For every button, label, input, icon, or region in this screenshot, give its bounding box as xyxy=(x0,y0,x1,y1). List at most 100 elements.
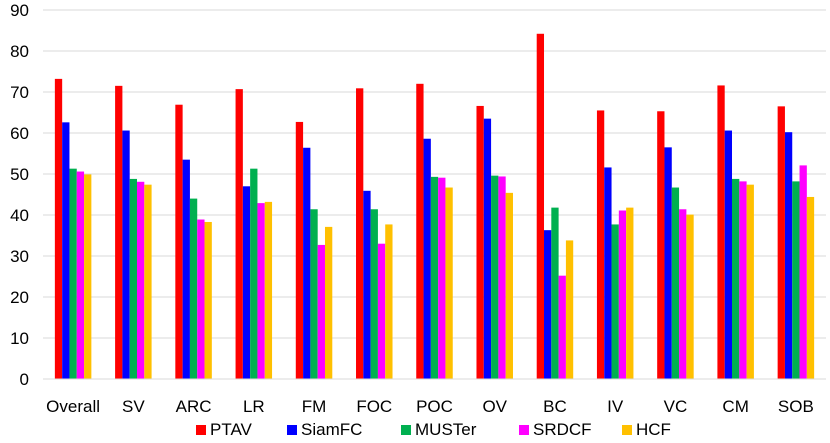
bar-muster-sv xyxy=(129,178,137,379)
legend-label-ptav: PTAV xyxy=(210,420,253,439)
bar-srdcf-cm xyxy=(739,181,747,379)
bar-muster-ov xyxy=(491,175,499,379)
y-tick-label: 60 xyxy=(10,124,29,143)
bar-hcf-lr xyxy=(264,201,273,379)
legend-swatch-hcf xyxy=(622,425,632,435)
bar-ptav-bc xyxy=(536,33,545,379)
bar-hcf-sv xyxy=(144,184,152,379)
bar-siamfc-lr xyxy=(242,186,251,379)
bar-muster-poc xyxy=(430,176,439,379)
bar-siamfc-sv xyxy=(122,130,130,379)
legend-swatch-ptav xyxy=(196,425,206,435)
bar-siamfc-poc xyxy=(423,138,431,379)
y-tick-label: 10 xyxy=(10,329,29,348)
y-tick-label: 80 xyxy=(10,42,29,61)
x-tick-label: VC xyxy=(664,397,688,416)
y-tick-label: 70 xyxy=(10,83,29,102)
y-tick-label: 90 xyxy=(10,1,29,20)
bar-muster-iv xyxy=(611,224,619,379)
bar-ptav-poc xyxy=(416,83,424,380)
y-tick-labels: 0 10 20 30 40 50 60 70 80 90 xyxy=(10,1,29,389)
bar-muster-fm xyxy=(310,209,318,379)
bar-srdcf-bc xyxy=(558,275,566,379)
y-tick-label: 30 xyxy=(10,247,29,266)
legend-label-srdcf: SRDCF xyxy=(533,420,592,439)
bar-siamfc-cm xyxy=(724,130,733,379)
bar-ptav-cm xyxy=(717,85,725,379)
bar-muster-overall xyxy=(69,168,77,379)
x-tick-label: LR xyxy=(243,397,265,416)
x-tick-label: CM xyxy=(722,397,748,416)
y-tick-label: 0 xyxy=(20,370,29,389)
x-tick-label: SV xyxy=(122,397,145,416)
bar-ptav-overall xyxy=(54,78,63,379)
bar-siamfc-bc xyxy=(544,230,552,379)
bar-srdcf-foc xyxy=(377,243,386,379)
bar-siamfc-ov xyxy=(483,118,492,380)
bar-hcf-sob xyxy=(806,196,815,379)
bar-ptav-sob xyxy=(777,106,785,379)
bar-muster-bc xyxy=(551,207,559,379)
x-tick-label: POC xyxy=(416,397,453,416)
legend: PTAV SiamFC MUSTer SRDCF HCF xyxy=(196,420,671,439)
bar-siamfc-arc xyxy=(182,159,190,379)
y-tick-label: 50 xyxy=(10,165,29,184)
bar-hcf-vc xyxy=(686,214,694,379)
bar-hcf-bc xyxy=(565,240,574,379)
bar-ptav-fm xyxy=(295,121,304,380)
bar-siamfc-overall xyxy=(62,122,70,379)
bar-ptav-foc xyxy=(356,88,364,379)
legend-swatch-srdcf xyxy=(519,425,529,435)
bar-srdcf-arc xyxy=(197,219,205,379)
bars xyxy=(54,33,815,380)
legend-swatch-siamfc xyxy=(287,425,297,435)
bar-srdcf-lr xyxy=(257,203,265,379)
legend-label-muster: MUSTer xyxy=(415,420,477,439)
bar-srdcf-ov xyxy=(498,176,506,379)
bar-srdcf-sv xyxy=(136,181,145,379)
x-tick-label: SOB xyxy=(778,397,814,416)
bar-siamfc-foc xyxy=(363,190,371,379)
bar-srdcf-fm xyxy=(317,244,325,379)
bar-muster-sob xyxy=(792,181,800,379)
x-tick-label: OV xyxy=(482,397,507,416)
bar-hcf-overall xyxy=(84,174,92,379)
y-tick-label: 20 xyxy=(10,288,29,307)
bar-muster-vc xyxy=(671,187,680,379)
bar-hcf-fm xyxy=(324,226,333,379)
bar-muster-arc xyxy=(189,198,198,379)
x-tick-label: FM xyxy=(302,397,327,416)
x-tick-label: BC xyxy=(543,397,567,416)
bar-hcf-ov xyxy=(505,192,513,379)
x-tick-label: IV xyxy=(607,397,624,416)
legend-label-hcf: HCF xyxy=(636,420,671,439)
legend-swatch-muster xyxy=(401,425,411,435)
x-tick-label: Overall xyxy=(46,397,100,416)
bar-ptav-ov xyxy=(476,105,484,379)
x-tick-label: ARC xyxy=(176,397,212,416)
bar-hcf-arc xyxy=(204,221,212,379)
bar-srdcf-iv xyxy=(618,210,627,379)
bar-hcf-foc xyxy=(385,224,393,379)
gridlines xyxy=(43,9,826,339)
bar-hcf-poc xyxy=(445,187,453,379)
bar-ptav-arc xyxy=(175,104,183,380)
bar-siamfc-vc xyxy=(664,147,672,379)
bar-siamfc-iv xyxy=(604,167,612,379)
bar-hcf-cm xyxy=(746,184,754,379)
bar-ptav-sv xyxy=(115,85,123,379)
bar-siamfc-fm xyxy=(303,147,311,379)
y-tick-label: 40 xyxy=(10,206,29,225)
bar-srdcf-vc xyxy=(679,209,687,379)
bar-muster-foc xyxy=(370,209,378,379)
bar-siamfc-sob xyxy=(784,132,793,379)
bar-hcf-iv xyxy=(626,207,634,379)
bar-srdcf-sob xyxy=(799,165,807,379)
bar-ptav-lr xyxy=(235,89,243,379)
bar-ptav-iv xyxy=(596,110,605,379)
bar-ptav-vc xyxy=(657,111,665,380)
bar-muster-cm xyxy=(732,178,740,379)
x-tick-labels: Overall SV ARC LR FM FOC POC OV BC IV VC CM SOB xyxy=(46,397,814,416)
bar-muster-lr xyxy=(250,168,258,379)
legend-label-siamfc: SiamFC xyxy=(301,420,362,439)
